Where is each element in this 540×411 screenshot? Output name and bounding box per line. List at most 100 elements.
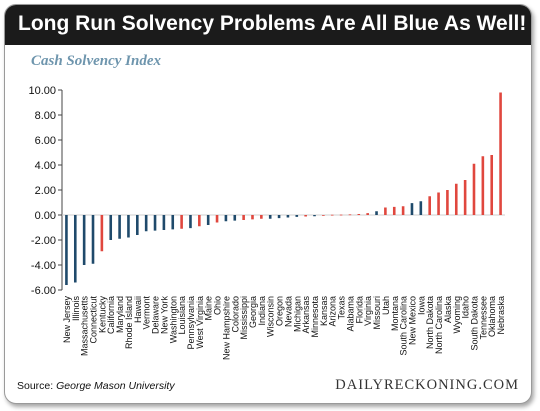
bar [215, 215, 219, 223]
source-label: Source: [17, 380, 54, 392]
x-tick-label: Pennsylvania [186, 296, 196, 350]
x-tick-label: Idaho [461, 296, 471, 319]
x-tick-label: Kansas [319, 296, 329, 327]
bar [153, 215, 157, 231]
bar [118, 215, 121, 239]
x-tick-label: Oklahoma [487, 296, 497, 337]
x-tick-label: New Jersey [62, 296, 72, 344]
bar [286, 215, 290, 218]
bar [65, 215, 68, 285]
x-tick-label: Arkansas [301, 296, 311, 334]
y-tick-label: 2.00 [35, 185, 56, 197]
x-tick-label: South Carolina [399, 296, 409, 356]
x-tick-label: Alabama [345, 296, 355, 332]
x-tick-label: Arizona [328, 296, 338, 327]
x-tick-label: Georgia [248, 296, 258, 328]
bar [410, 203, 414, 215]
bar [357, 214, 361, 215]
bar [260, 215, 263, 219]
page-title: Long Run Solvency Problems Are All Blue … [18, 12, 527, 35]
x-tick-label: Virginia [363, 296, 373, 326]
x-tick-label: Missouri [372, 296, 382, 330]
y-tick-label: 8.00 [35, 110, 56, 122]
bar [401, 206, 405, 215]
bar [392, 206, 396, 215]
x-tick-label: Indiana [257, 296, 267, 326]
x-tick-label: Wyoming [452, 296, 462, 333]
bar [180, 215, 183, 229]
x-tick-label: Rhode Island [124, 296, 134, 349]
x-tick-label: Ohio [213, 296, 223, 315]
x-tick-label: Alaska [443, 296, 453, 323]
bar [73, 215, 77, 283]
x-tick-label: Mississippi [239, 296, 249, 340]
source-note: Source: George Mason University [17, 380, 175, 392]
x-tick-label: Vermont [142, 296, 152, 330]
y-tick-label: 10.00 [28, 85, 56, 97]
y-tick-label: -6.00 [31, 285, 56, 297]
x-tick-label: Oregon [275, 296, 285, 326]
bar [233, 215, 237, 221]
x-tick-label: Maine [204, 296, 214, 321]
x-tick-label: West Virginia [195, 296, 205, 349]
y-tick-label: -4.00 [31, 260, 56, 272]
x-tick-label: North Dakota [425, 296, 435, 349]
chart-title: Cash Solvency Index [31, 53, 162, 69]
x-tick-label: New Hampshire [221, 296, 231, 360]
bar [100, 215, 104, 252]
bar [322, 215, 325, 216]
bar [375, 211, 378, 215]
bar [304, 215, 307, 217]
x-tick-label: Florida [354, 296, 364, 324]
bar [339, 214, 343, 216]
bar [268, 215, 272, 219]
x-tick-label: Illinois [71, 296, 81, 322]
bar [348, 214, 352, 216]
bar [490, 155, 494, 215]
bar [454, 183, 458, 215]
x-tick-label: Utah [381, 296, 391, 315]
bar [127, 215, 130, 238]
bar [251, 215, 254, 220]
x-tick-label: Texas [337, 296, 347, 320]
bar [437, 192, 440, 215]
bar [463, 180, 467, 215]
x-tick-label: Massachusetts [80, 296, 90, 357]
x-tick-label: Wisconsin [266, 296, 276, 337]
bar [446, 190, 449, 215]
bar [162, 215, 166, 230]
x-tick-label: Iowa [416, 296, 426, 315]
x-tick-label: Maryland [115, 296, 125, 333]
x-tick-label: Minnesota [310, 296, 320, 338]
x-tick-label: Colorado [230, 296, 240, 333]
bar [384, 207, 387, 215]
x-tick-label: Washington [168, 296, 178, 343]
x-tick-label: Louisiana [177, 296, 187, 335]
bar [136, 215, 139, 235]
bar [481, 156, 485, 215]
x-tick-label: Montana [390, 296, 400, 331]
bar [171, 215, 175, 230]
bar [224, 215, 228, 222]
bar [206, 215, 210, 225]
x-tick-label: Delaware [151, 296, 161, 334]
x-tick-label: South Dakota [469, 296, 479, 351]
bar [109, 215, 113, 240]
x-tick-label: Hawaii [133, 296, 143, 323]
y-tick-label: 6.00 [35, 135, 56, 147]
y-tick-label: -2.00 [31, 235, 56, 247]
bar [419, 201, 423, 215]
x-tick-label: Tennessee [478, 296, 488, 340]
x-tick-label: Connecticut [89, 296, 99, 344]
bar [91, 215, 95, 264]
chart-card: Long Run Solvency Problems Are All Blue … [4, 4, 532, 404]
bar [277, 215, 281, 219]
bar [499, 92, 502, 215]
x-tick-label: Nevada [283, 296, 293, 327]
y-tick-label: 4.00 [35, 160, 56, 172]
bar [428, 196, 431, 215]
y-tick-label: 0.00 [35, 210, 56, 222]
header-banner: Long Run Solvency Problems Are All Blue … [5, 5, 531, 45]
bar [189, 215, 192, 229]
